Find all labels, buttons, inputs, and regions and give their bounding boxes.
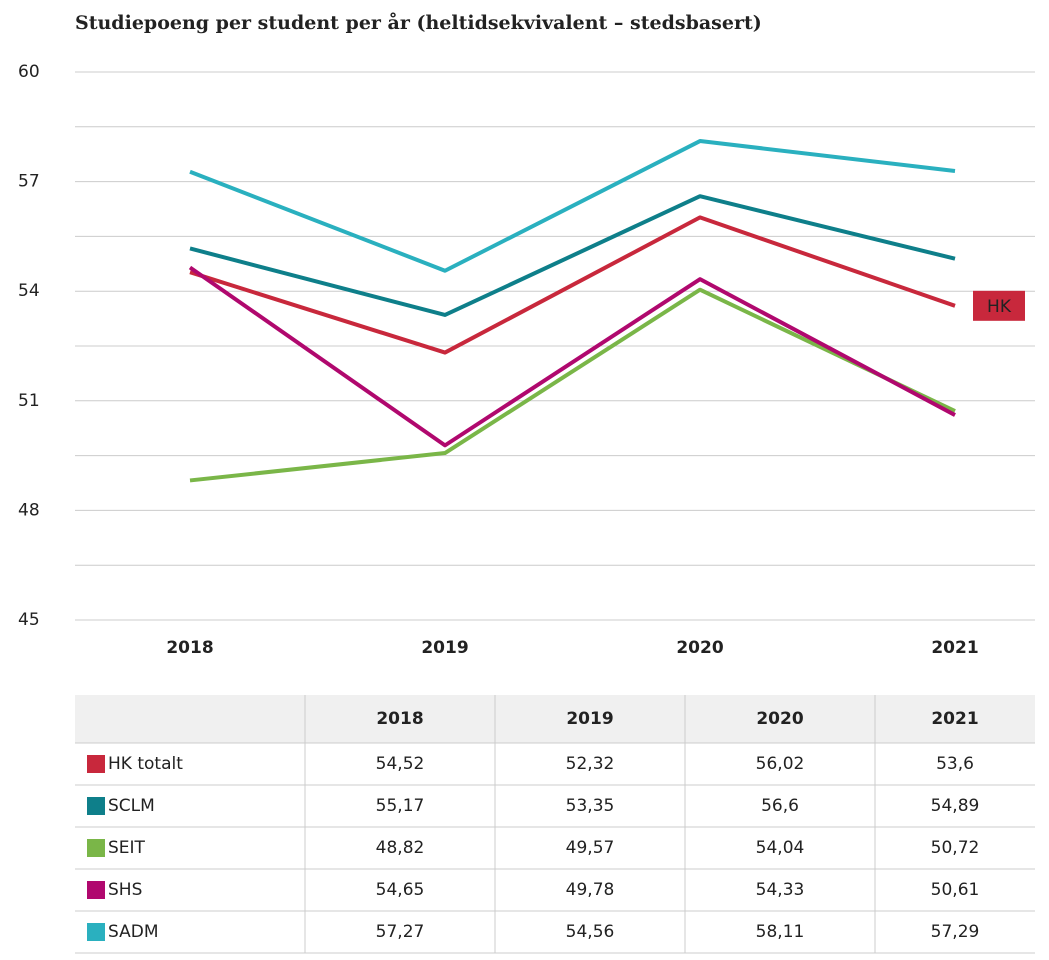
table-cell: 56,6 [761, 796, 799, 816]
table-cell: 54,04 [756, 838, 805, 858]
table-cell: 54,56 [566, 922, 615, 942]
annotation-box [973, 290, 1025, 321]
y-tick-label: 60 [18, 62, 40, 82]
legend-swatch [87, 923, 105, 941]
x-tick-label: 2019 [421, 638, 468, 658]
y-tick-label: 57 [18, 172, 40, 192]
row-label: HK totalt [108, 754, 183, 774]
table-cell: 50,72 [931, 838, 980, 858]
table-cell: 53,35 [566, 796, 615, 816]
y-tick-label: 48 [18, 500, 40, 520]
legend-swatch [87, 881, 105, 899]
x-tick-label: 2021 [931, 638, 978, 658]
x-tick-label: 2020 [676, 638, 723, 658]
table-header: 2020 [756, 709, 803, 729]
chart-title: Studiepoeng per student per år (heltidse… [75, 11, 762, 34]
table-cell: 50,61 [931, 880, 980, 900]
table-header: 2018 [376, 709, 423, 729]
x-tick-label: 2018 [166, 638, 213, 658]
table-cell: 49,78 [566, 880, 615, 900]
table-header: 2021 [931, 709, 978, 729]
row-label: SHS [108, 880, 142, 900]
table-cell: 54,52 [376, 754, 425, 774]
table-cell: 58,11 [756, 922, 805, 942]
table-cell: 57,27 [376, 922, 425, 942]
legend-swatch [87, 839, 105, 857]
series-line [189, 215, 956, 355]
y-tick-label: 54 [18, 281, 40, 301]
series-line [189, 287, 956, 483]
table-cell: 54,89 [931, 796, 980, 816]
y-tick-label: 51 [18, 391, 40, 411]
table-cell: 49,57 [566, 838, 615, 858]
series-line [189, 139, 956, 273]
row-label: SADM [108, 922, 159, 942]
row-label: SEIT [108, 838, 146, 858]
table-header: 2019 [566, 709, 613, 729]
series-line [189, 194, 956, 317]
table-cell: 57,29 [931, 922, 980, 942]
legend-swatch [87, 797, 105, 815]
y-tick-label: 45 [18, 610, 40, 630]
series-line [188, 265, 956, 448]
table-header-bg [75, 695, 1035, 743]
table-cell: 48,82 [376, 838, 425, 858]
table-cell: 52,32 [566, 754, 615, 774]
table-cell: 53,6 [936, 754, 974, 774]
table-cell: 55,17 [376, 796, 425, 816]
annotation: HK [987, 297, 1012, 317]
table-cell: 56,02 [756, 754, 805, 774]
table-cell: 54,65 [376, 880, 425, 900]
row-label: SCLM [108, 796, 155, 816]
table-cell: 54,33 [756, 880, 805, 900]
legend-swatch [87, 755, 105, 773]
